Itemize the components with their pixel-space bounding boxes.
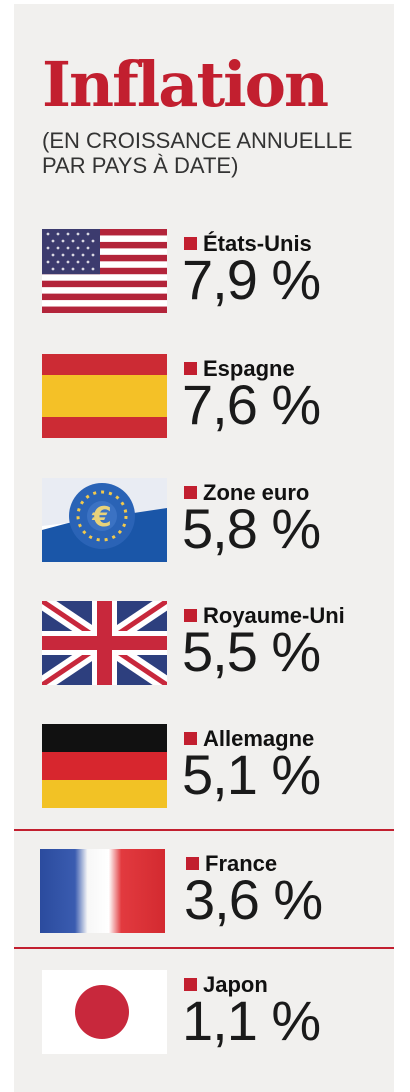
- country-label: Zone euro: [184, 480, 309, 506]
- infographic-panel: Inflation (EN CROISSANCE ANNUELLE PAR PA…: [14, 4, 394, 1092]
- country-row-japon: Japon 1,1 %: [14, 970, 394, 1070]
- inflation-value: 5,1 %: [182, 743, 321, 806]
- bullet-square-icon: [184, 237, 197, 250]
- bullet-square-icon: [184, 486, 197, 499]
- country-name: Japon: [203, 972, 268, 997]
- country-row-allemagne: Allemagne 5,1 %: [14, 724, 394, 824]
- subtitle-line: (EN CROISSANCE ANNUELLE: [42, 128, 353, 153]
- inflation-value: 5,8 %: [182, 497, 321, 560]
- inflation-value: 5,5 %: [182, 620, 321, 683]
- country-row-espagne: Espagne 7,6 %: [14, 354, 394, 454]
- country-label: Royaume-Uni: [184, 603, 345, 629]
- country-row-etats-unis: États-Unis 7,9 %: [14, 229, 394, 329]
- inflation-value: 7,9 %: [182, 248, 321, 311]
- country-name: Allemagne: [203, 726, 315, 751]
- chart-subtitle: (EN CROISSANCE ANNUELLE PAR PAYS À DATE): [42, 128, 387, 178]
- country-row-zone-euro: € Zone euro 5,8 %: [14, 478, 394, 578]
- country-label: Allemagne: [184, 726, 314, 752]
- subtitle-line: PAR PAYS À DATE): [42, 153, 239, 178]
- spain-flag-icon: [42, 354, 167, 438]
- japan-flag-icon: [42, 970, 167, 1054]
- france-flag-icon: [40, 849, 165, 933]
- us-flag-icon: [42, 229, 167, 313]
- bullet-square-icon: [184, 732, 197, 745]
- country-name: Zone euro: [203, 480, 310, 505]
- bullet-square-icon: [184, 609, 197, 622]
- bullet-square-icon: [186, 857, 199, 870]
- germany-flag-icon: [42, 724, 167, 808]
- country-name: Espagne: [203, 356, 295, 381]
- inflation-value: 7,6 %: [182, 373, 321, 436]
- country-name: États-Unis: [203, 231, 312, 256]
- inflation-value: 3,6 %: [184, 868, 323, 931]
- country-row-royaume-uni: Royaume-Uni 5,5 %: [14, 601, 394, 701]
- country-label: Espagne: [184, 356, 295, 382]
- eurozone-flag-icon: €: [42, 478, 167, 562]
- country-name: Royaume-Uni: [203, 603, 345, 628]
- bullet-square-icon: [184, 362, 197, 375]
- country-label: France: [186, 851, 277, 877]
- country-label: États-Unis: [184, 231, 312, 257]
- inflation-value: 1,1 %: [182, 989, 321, 1052]
- chart-title: Inflation: [42, 48, 329, 121]
- country-name: France: [205, 851, 278, 876]
- country-row-france: France 3,6 %: [14, 829, 394, 949]
- svg-text:€: €: [91, 500, 111, 533]
- country-label: Japon: [184, 972, 268, 998]
- uk-flag-icon: [42, 601, 167, 685]
- bullet-square-icon: [184, 978, 197, 991]
